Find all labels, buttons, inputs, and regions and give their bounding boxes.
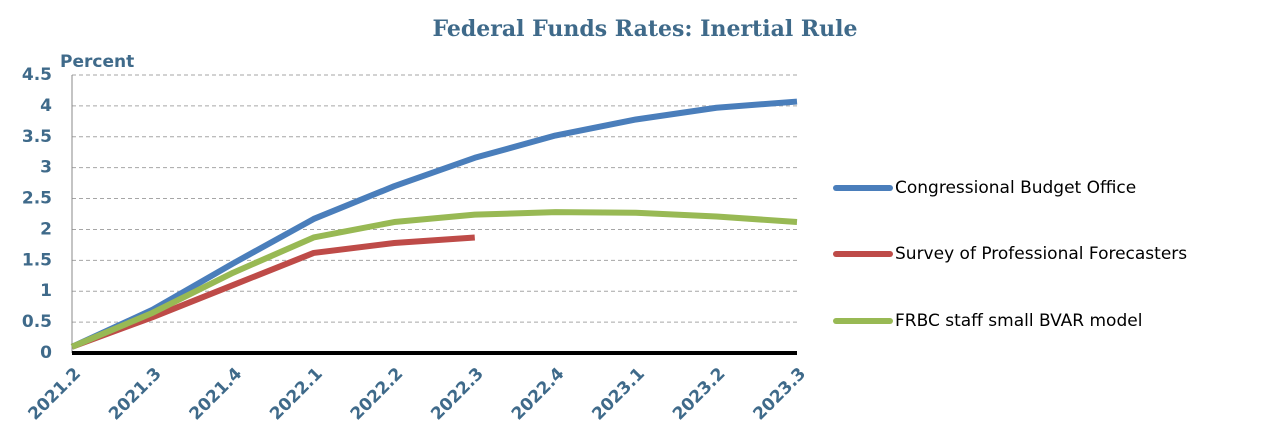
y-tick-label: 4 [40,96,52,116]
x-tick-label: 2023.2 [669,364,730,425]
y-tick-label: 1.5 [22,250,52,270]
legend-label: Congressional Budget Office [895,178,1136,198]
series-line [70,98,798,350]
x-tick-label: 2023.3 [750,364,811,425]
x-tick-label: 2022.1 [266,364,327,425]
x-tick-label: 2022.3 [427,364,488,425]
y-tick-label: 3 [40,158,52,178]
y-tick-label: 3.5 [22,127,52,147]
x-tick-label: 2022.2 [347,364,408,425]
y-tick-label: 0.5 [22,312,52,332]
y-tick-label: 2.5 [22,189,52,209]
legend-label: FRBC staff small BVAR model [895,311,1142,331]
y-tick-label: 4.5 [22,65,52,85]
chart-title: Federal Funds Rates: Inertial Rule [433,16,858,42]
y-tick-label: 0 [40,343,52,363]
x-tick-label: 2021.3 [105,364,166,425]
legend-label: Survey of Professional Forecasters [895,244,1187,264]
series-line [70,234,475,350]
x-tick-label: 2021.4 [186,364,247,425]
series-line [70,209,798,350]
y-tick-label: 1 [40,281,52,301]
x-tick-label: 2022.4 [508,364,569,425]
x-tick-label: 2021.2 [25,364,86,425]
x-tick-label: 2023.1 [588,364,649,425]
y-axis-label: Percent [60,52,134,72]
y-tick-label: 2 [40,219,52,239]
